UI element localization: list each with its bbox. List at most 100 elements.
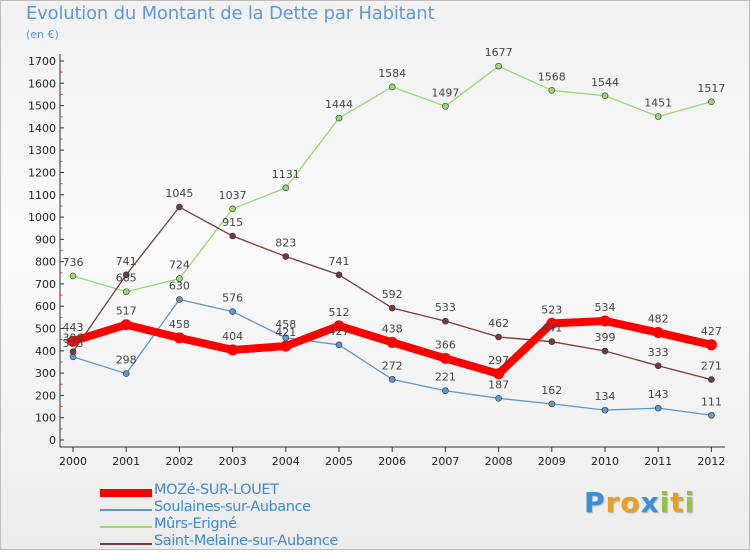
proxiti-logo: Proxiti xyxy=(584,486,695,519)
y-tick-label: 700 xyxy=(35,278,56,291)
data-label: 111 xyxy=(701,395,722,408)
data-label: 592 xyxy=(382,288,403,301)
data-label: 1451 xyxy=(644,97,672,110)
logo-letter: i xyxy=(684,486,696,519)
data-label: 482 xyxy=(648,313,669,326)
data-point xyxy=(282,253,290,260)
data-label: 1568 xyxy=(538,70,566,83)
data-point xyxy=(335,341,343,349)
data-point xyxy=(439,352,451,364)
legend-swatch xyxy=(100,526,152,528)
legend-swatch xyxy=(100,509,152,511)
data-point xyxy=(122,271,130,279)
data-point xyxy=(69,348,77,356)
legend-label: MOZé-SUR-LOUET xyxy=(154,482,279,498)
y-tick-label: 1700 xyxy=(28,55,56,68)
data-label: 271 xyxy=(701,360,722,373)
data-point xyxy=(388,376,396,383)
data-label: 333 xyxy=(648,346,669,359)
axes: 0 100 200 300 400 500 600 700 800 900 1000 1100 1200… xyxy=(28,54,725,468)
data-label: 1584 xyxy=(378,67,406,80)
data-point xyxy=(442,102,449,110)
data-point xyxy=(548,400,556,408)
data-label: 1037 xyxy=(219,189,247,202)
x-tick-label: 2005 xyxy=(325,455,353,468)
data-point xyxy=(654,113,662,120)
logo-letter: r xyxy=(605,486,621,519)
y-tick-label: 1600 xyxy=(28,77,56,90)
data-point xyxy=(601,406,609,414)
data-label: 576 xyxy=(222,292,243,305)
data-label: 396 xyxy=(63,332,84,345)
data-label: 441 xyxy=(541,322,562,335)
legend-label: Soulaines-sur-Aubance xyxy=(154,499,311,515)
legend-swatch xyxy=(100,489,152,497)
data-point xyxy=(229,205,236,213)
data-point xyxy=(173,332,185,344)
data-label: 736 xyxy=(63,256,84,269)
legend-label: Mûrs-Erigné xyxy=(154,516,237,532)
y-tick-label: 0 xyxy=(49,434,56,447)
data-label: 915 xyxy=(222,216,243,229)
data-point xyxy=(335,114,343,122)
data-point xyxy=(495,395,502,402)
legend-swatch xyxy=(100,543,152,545)
data-label: 665 xyxy=(116,272,137,285)
data-point xyxy=(122,370,130,377)
chart-title: Evolution du Montant de la Dette par Hab… xyxy=(26,3,435,24)
x-tick-label: 2009 xyxy=(538,455,566,468)
logo-letter: t xyxy=(670,486,685,519)
data-point xyxy=(386,336,398,348)
data-label: 399 xyxy=(595,331,616,344)
y-tick-label: 300 xyxy=(35,367,56,380)
data-label: 143 xyxy=(648,388,669,401)
x-tick-label: 2012 xyxy=(697,455,725,468)
data-point xyxy=(282,184,290,192)
data-point xyxy=(548,338,556,345)
data-labels-layer: 373 298 630 576 458 427 272 221 187 162 134 143 111 7… xyxy=(63,46,726,408)
data-label: 272 xyxy=(382,359,403,372)
data-point xyxy=(333,320,345,332)
data-label: 534 xyxy=(595,301,616,314)
data-point xyxy=(227,344,239,356)
data-label: 512 xyxy=(329,306,350,319)
data-label: 297 xyxy=(488,354,509,367)
data-label: 1131 xyxy=(272,168,300,181)
data-point xyxy=(442,387,449,395)
series-line-soulaines-sur-aubance xyxy=(72,298,713,416)
chart-subtitle: (en €) xyxy=(26,28,59,41)
x-tick-label: 2008 xyxy=(485,455,513,468)
data-point xyxy=(120,319,132,331)
data-label: 1544 xyxy=(591,76,619,89)
data-point xyxy=(176,275,183,282)
data-label: 366 xyxy=(435,338,456,351)
data-point xyxy=(548,87,556,94)
data-point xyxy=(176,296,183,303)
data-point xyxy=(654,362,662,370)
data-label: 373 xyxy=(63,337,84,350)
data-label: 187 xyxy=(488,378,509,391)
data-label: 134 xyxy=(595,390,616,403)
data-point xyxy=(67,335,79,347)
data-point xyxy=(546,317,558,329)
x-tick-label: 2001 xyxy=(112,455,140,468)
y-tick-label: 200 xyxy=(35,389,56,402)
logo-letter: P xyxy=(584,486,606,519)
data-label: 458 xyxy=(275,318,296,331)
legend-label: Saint-Melaine-sur-Aubance xyxy=(154,533,338,549)
data-label: 404 xyxy=(222,330,243,343)
data-label: 1517 xyxy=(697,82,725,95)
data-point xyxy=(176,203,183,211)
logo-letter: i xyxy=(659,486,671,519)
data-point xyxy=(388,83,396,91)
series-layer xyxy=(67,62,717,419)
data-label: 421 xyxy=(275,326,296,339)
data-label: 221 xyxy=(435,371,456,384)
data-label: 724 xyxy=(169,259,190,272)
x-tick-label: 2004 xyxy=(272,455,300,468)
data-label: 298 xyxy=(116,354,137,367)
data-label: 1045 xyxy=(165,187,193,200)
data-label: 427 xyxy=(701,325,722,338)
data-label: 533 xyxy=(435,301,456,314)
